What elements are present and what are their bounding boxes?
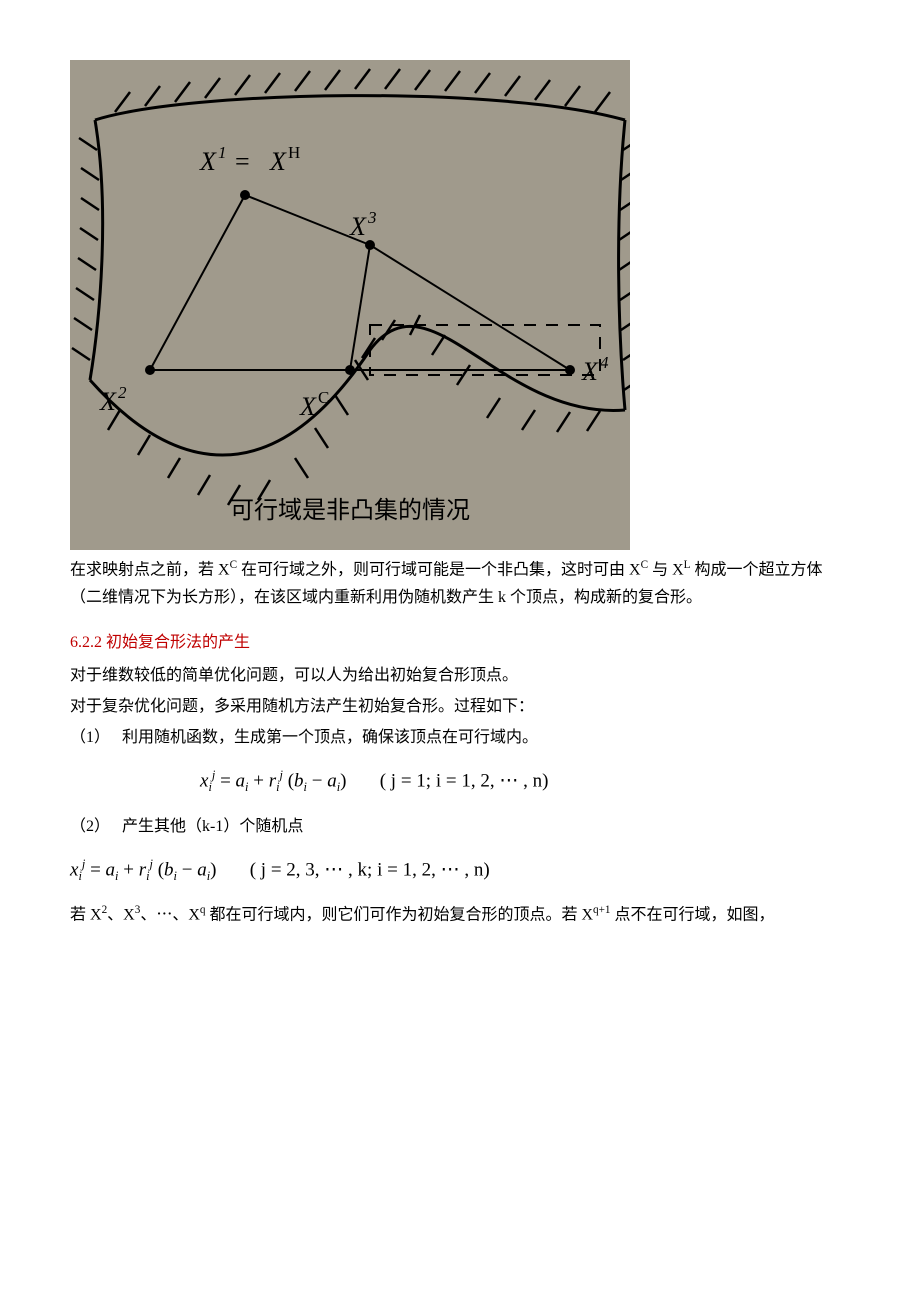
svg-text:C: C xyxy=(318,388,329,407)
item-2-marker: （2） xyxy=(70,813,110,840)
para-after-figure: 在求映射点之前，若 XC 在可行域之外，则可行域可能是一个非凸集，这时可由 XC… xyxy=(70,556,850,611)
item-1-text: 利用随机函数，生成第一个顶点，确保该顶点在可行域内。 xyxy=(122,729,538,746)
label-xc: X xyxy=(299,392,317,421)
label-x1: X xyxy=(199,147,217,176)
item-1-marker: （1） xyxy=(70,724,110,751)
label-x3: X xyxy=(349,212,367,241)
figure-svg: X 1 = X H X 2 X 3 X 4 X C xyxy=(70,60,630,515)
section-title-622: 6.2.2 初始复合形法的产生 xyxy=(70,629,850,656)
item-1: （1） 利用随机函数，生成第一个顶点，确保该顶点在可行域内。 xyxy=(70,724,850,751)
svg-text:2: 2 xyxy=(118,383,127,402)
item-2-text: 产生其他（k-1）个随机点 xyxy=(122,818,303,835)
para-final: 若 X2、X3、⋯、Xq 都在可行域内，则它们可作为初始复合形的顶点。若 Xq+… xyxy=(70,901,850,929)
item-2: （2） 产生其他（k-1）个随机点 xyxy=(70,813,850,840)
figure-caption: 可行域是非凸集的情况 xyxy=(70,491,630,532)
label-x2: X xyxy=(99,387,117,416)
para-complex-problem: 对于复杂优化问题，多采用随机方法产生初始复合形。过程如下： xyxy=(70,693,850,720)
label-x4: X xyxy=(581,357,599,386)
svg-text:H: H xyxy=(288,143,300,162)
svg-text:1: 1 xyxy=(218,143,227,162)
svg-text:X: X xyxy=(269,147,287,176)
svg-text:4: 4 xyxy=(600,353,609,372)
figure-nonconvex-region: X 1 = X H X 2 X 3 X 4 X C 可行域是非凸集的情况 xyxy=(70,60,630,550)
para-simple-problem: 对于维数较低的简单优化问题，可以人为给出初始复合形顶点。 xyxy=(70,662,850,689)
svg-text:=: = xyxy=(235,147,250,176)
svg-text:3: 3 xyxy=(367,208,377,227)
formula-2: xij = ai + rij (bi − ai) ( j = 2, 3, ⋯ ,… xyxy=(70,854,850,887)
formula-1: xij = ai + rij (bi − ai) ( j = 1; i = 1,… xyxy=(70,765,850,798)
